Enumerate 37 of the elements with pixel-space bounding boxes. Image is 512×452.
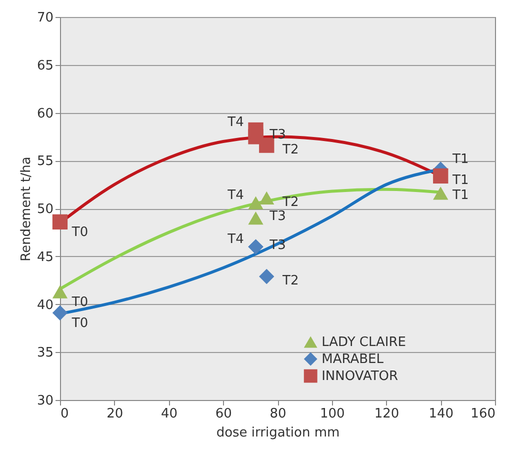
legend-label: LADY CLAIRE bbox=[322, 335, 406, 350]
x-tick-label: 160 bbox=[470, 406, 496, 422]
x-tick-label: 60 bbox=[215, 406, 232, 422]
y-tick-label: 40 bbox=[36, 298, 54, 313]
x-axis-title: dose irrigation mm bbox=[216, 426, 340, 440]
x-tick-label: 100 bbox=[320, 406, 345, 422]
x-tick-label: 80 bbox=[270, 406, 286, 422]
x-tick-label: 120 bbox=[374, 406, 400, 422]
x-tick-label: 140 bbox=[428, 406, 454, 422]
y-tick-label: 65 bbox=[36, 58, 54, 74]
data-label: T4 bbox=[226, 188, 244, 203]
x-tick-label: 20 bbox=[106, 406, 124, 422]
data-label: T0 bbox=[70, 316, 88, 331]
legend-label: INNOVATOR bbox=[322, 369, 398, 384]
x-tick-label: 0 bbox=[60, 406, 69, 422]
data-label: T1 bbox=[452, 172, 469, 188]
y-axis-title: Rendement t/ha bbox=[18, 156, 34, 262]
y-tick-label: 50 bbox=[36, 202, 54, 217]
data-label: T3 bbox=[268, 209, 286, 224]
data-label: T0 bbox=[70, 294, 88, 310]
legend-label: MARABEL bbox=[322, 352, 384, 367]
y-tick-label: 35 bbox=[36, 346, 54, 361]
data-label: T2 bbox=[282, 194, 299, 210]
data-label: T2 bbox=[282, 273, 299, 288]
data-label: T4 bbox=[226, 232, 244, 247]
y-tick-label: 55 bbox=[36, 154, 54, 170]
data-label: T4 bbox=[226, 114, 244, 130]
data-label: T2 bbox=[282, 142, 299, 158]
y-tick-label: 70 bbox=[36, 10, 54, 26]
data-label: T0 bbox=[70, 224, 88, 240]
y-tick-label: 60 bbox=[36, 106, 54, 122]
data-label: T1 bbox=[452, 152, 469, 168]
data-label: T3 bbox=[268, 128, 286, 143]
data-label: T1 bbox=[452, 188, 469, 204]
y-tick-label: 30 bbox=[36, 394, 54, 408]
y-tick-label: 45 bbox=[36, 250, 54, 265]
x-tick-label: 40 bbox=[160, 406, 178, 422]
